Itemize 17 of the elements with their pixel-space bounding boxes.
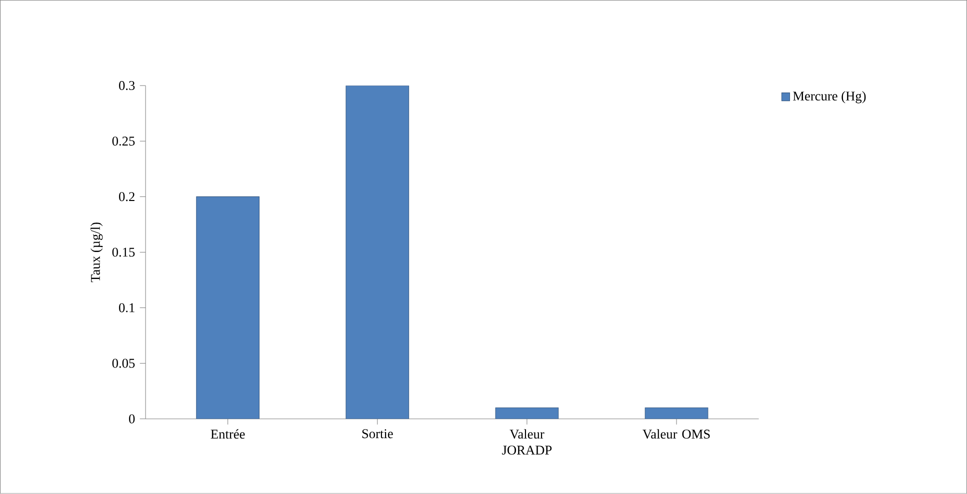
y-tick-label: 0.25 <box>112 136 135 146</box>
x-tick-label: Entrée <box>210 429 245 439</box>
x-tick-label: Valeur OMS <box>642 429 710 439</box>
y-axis-title: Taux (µg/l) <box>90 222 103 282</box>
y-tick-label: 0.2 <box>119 192 134 202</box>
y-tick-label: 0.05 <box>112 358 135 368</box>
bar <box>196 196 260 419</box>
bar <box>644 408 708 419</box>
y-tick-label: 0 <box>129 414 135 424</box>
legend-label: Mercure (Hg) <box>793 91 866 104</box>
bar <box>346 86 410 419</box>
y-tick-label: 0.15 <box>112 248 135 257</box>
y-tick-label: 0.1 <box>119 303 134 312</box>
y-tick-label: 0.3 <box>119 81 135 90</box>
x-tick-label: Sortie <box>362 429 393 438</box>
x-tick-label: Valeur JORADP <box>502 429 552 455</box>
bar <box>495 408 559 419</box>
